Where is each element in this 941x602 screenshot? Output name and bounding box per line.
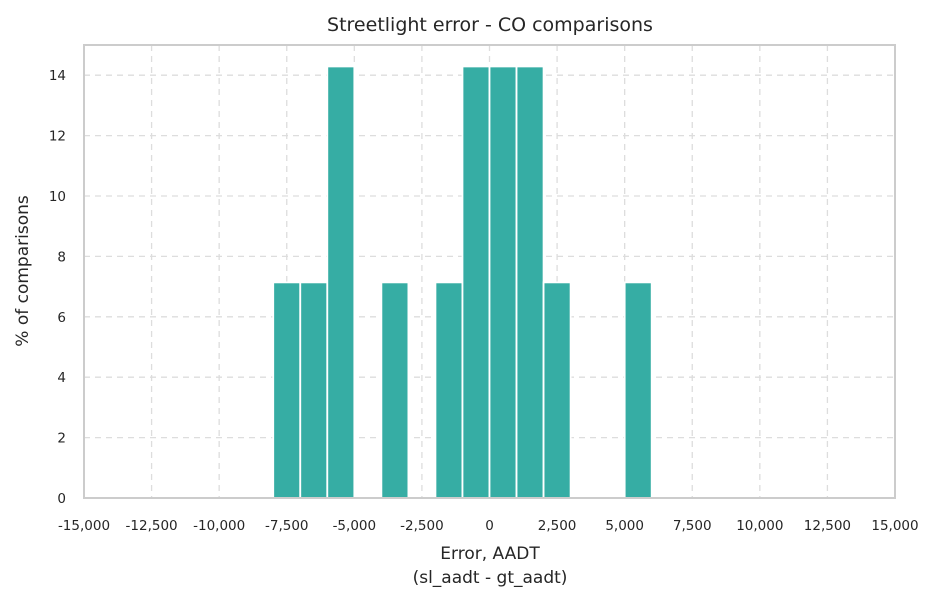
x-tick-label: -5,000 <box>333 518 377 534</box>
y-axis-label: % of comparisons <box>13 195 33 347</box>
x-tick-labels: -15,000 -12,500 -10,000 -7,500 -5,000 -2,500 0… <box>58 518 919 534</box>
x-tick-label: -15,000 <box>58 518 110 534</box>
x-tick-label: -2,500 <box>400 518 444 534</box>
x-axis-label-line2: (sl_aadt - gt_aadt) <box>413 568 568 588</box>
histogram-bar <box>380 281 410 499</box>
histogram-bar <box>434 281 464 499</box>
plot-frame <box>83 44 896 499</box>
x-tick-label: -7,500 <box>265 518 309 534</box>
y-tick-label: 0 <box>57 491 66 507</box>
histogram-bar <box>272 281 302 499</box>
chart-title: Streetlight error - CO comparisons <box>327 14 653 36</box>
y-tick-label: 14 <box>49 68 66 84</box>
x-tick-label: -10,000 <box>193 518 245 534</box>
y-tick-label: 2 <box>57 431 66 447</box>
x-tick-label: 2,500 <box>538 518 577 534</box>
histogram-bar <box>515 65 545 499</box>
x-tick-label: 10,000 <box>736 518 783 534</box>
x-tick-label: 0 <box>485 518 494 534</box>
histogram-bar <box>326 65 356 499</box>
histogram-bar <box>623 281 653 499</box>
x-tick-label: 15,000 <box>871 518 918 534</box>
histogram-bars <box>272 65 653 499</box>
y-tick-label: 8 <box>57 249 66 265</box>
y-tick-labels: 0 2 4 6 8 10 12 14 <box>49 68 66 507</box>
y-tick-label: 12 <box>49 129 66 145</box>
x-tick-label: 12,500 <box>804 518 851 534</box>
y-tick-label: 10 <box>49 189 66 205</box>
y-tick-label: 6 <box>57 310 66 326</box>
x-tick-label: -12,500 <box>126 518 178 534</box>
x-tick-label: 7,500 <box>673 518 712 534</box>
x-tick-label: 5,000 <box>605 518 644 534</box>
histogram-bar <box>542 281 572 499</box>
histogram-bar <box>461 65 491 499</box>
x-axis-label-line1: Error, AADT <box>440 544 540 564</box>
y-tick-label: 4 <box>57 370 66 386</box>
histogram-bar <box>299 281 329 499</box>
histogram-bar <box>488 65 518 499</box>
